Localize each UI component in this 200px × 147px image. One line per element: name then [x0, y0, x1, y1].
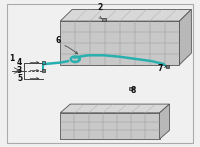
Bar: [129, 87, 132, 90]
Text: 6: 6: [56, 36, 61, 45]
Polygon shape: [160, 104, 170, 139]
Polygon shape: [179, 9, 191, 65]
Bar: [42, 61, 45, 64]
Text: 5: 5: [17, 74, 22, 83]
Bar: [102, 18, 106, 21]
Polygon shape: [60, 21, 179, 65]
Text: 4: 4: [17, 58, 22, 67]
Text: 1: 1: [9, 54, 14, 64]
Text: 2: 2: [97, 4, 103, 12]
Polygon shape: [60, 9, 191, 21]
Polygon shape: [60, 113, 160, 139]
Bar: [42, 69, 45, 72]
Text: 8: 8: [130, 86, 135, 95]
Text: 3: 3: [17, 66, 22, 75]
Bar: [166, 65, 169, 68]
Polygon shape: [60, 104, 170, 113]
Text: 7: 7: [158, 64, 163, 73]
